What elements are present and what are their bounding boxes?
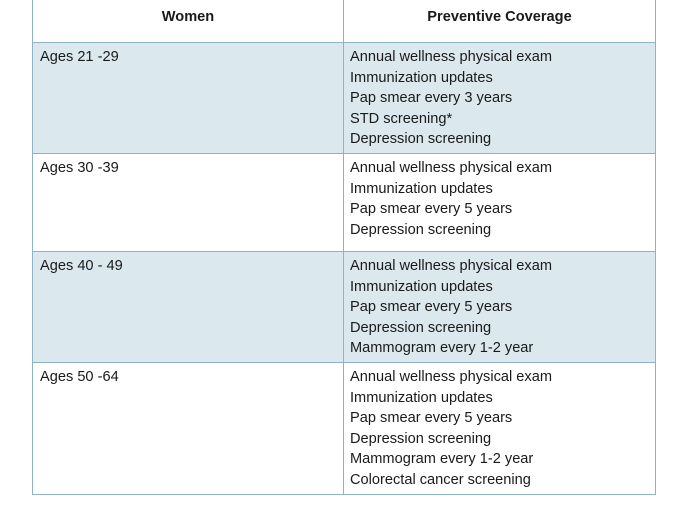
coverage-list-cell: Annual wellness physical exam Immunizati… — [343, 42, 656, 154]
age-group-cell: Ages 50 -64 — [32, 362, 344, 495]
table-row: Ages 30 -39 Annual wellness physical exa… — [32, 153, 656, 252]
table-body: Ages 21 -29 Annual wellness physical exa… — [32, 42, 656, 495]
coverage-item: Depression screening — [350, 131, 492, 148]
age-group-cell: Ages 30 -39 — [32, 153, 344, 252]
coverage-item: Mammogram every 1-2 year — [350, 340, 534, 357]
coverage-item: STD screening* — [350, 110, 453, 127]
preventive-coverage-table: Women Preventive Coverage Ages 21 -29 An… — [32, 0, 656, 495]
coverage-item: Depression screening — [350, 221, 492, 238]
coverage-list-cell: Annual wellness physical exam Immunizati… — [343, 153, 656, 252]
coverage-item: Colorectal cancer screening — [350, 471, 531, 488]
coverage-item: Immunization updates — [350, 278, 493, 295]
coverage-item: Immunization updates — [350, 69, 493, 86]
header-row: Women Preventive Coverage — [32, 0, 656, 43]
table-row: Ages 40 - 49 Annual wellness physical ex… — [32, 251, 656, 363]
age-group-cell: Ages 40 - 49 — [32, 251, 344, 363]
header-women: Women — [32, 0, 344, 43]
coverage-item: Depression screening — [350, 319, 492, 336]
coverage-item: Immunization updates — [350, 389, 493, 406]
coverage-item: Annual wellness physical exam — [350, 49, 552, 65]
coverage-item: Depression screening — [350, 430, 492, 447]
table-row: Ages 21 -29 Annual wellness physical exa… — [32, 42, 656, 154]
coverage-item: Pap smear every 5 years — [350, 201, 513, 218]
coverage-item: Pap smear every 5 years — [350, 410, 513, 427]
coverage-list-cell: Annual wellness physical exam Immunizati… — [343, 251, 656, 363]
coverage-item: Immunization updates — [350, 180, 493, 197]
coverage-item: Mammogram every 1-2 year — [350, 451, 534, 468]
coverage-item: Annual wellness physical exam — [350, 369, 552, 385]
coverage-item: Annual wellness physical exam — [350, 258, 552, 274]
header-preventive-coverage: Preventive Coverage — [343, 0, 656, 43]
age-group-cell: Ages 21 -29 — [32, 42, 344, 154]
coverage-item: Pap smear every 3 years — [350, 90, 513, 107]
table-row: Ages 50 -64 Annual wellness physical exa… — [32, 362, 656, 495]
coverage-list-cell: Annual wellness physical exam Immunizati… — [343, 362, 656, 495]
coverage-item: Annual wellness physical exam — [350, 160, 552, 176]
coverage-item: Pap smear every 5 years — [350, 299, 513, 316]
table-header: Women Preventive Coverage — [32, 0, 656, 43]
